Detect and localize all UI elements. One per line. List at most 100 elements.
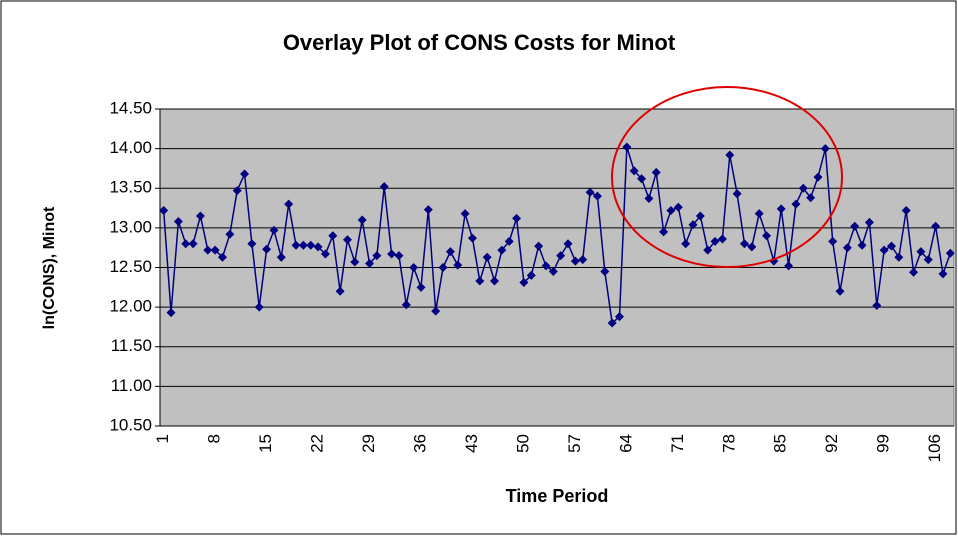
x-tick-label: 99 [874, 434, 893, 453]
point-marker [894, 252, 904, 262]
chart-title: Overlay Plot of CONS Costs for Minot [283, 30, 676, 55]
point-marker [232, 186, 242, 196]
x-tick-label: 1 [153, 434, 172, 443]
point-marker [262, 244, 272, 254]
y-tick-label: 11.50 [111, 336, 152, 355]
point-marker [592, 191, 602, 201]
point-marker [909, 267, 919, 277]
point-marker [534, 241, 544, 251]
point-marker [570, 256, 580, 266]
point-marker [945, 248, 955, 258]
point-marker [195, 211, 205, 221]
point-marker [306, 240, 316, 250]
point-marker [556, 251, 566, 261]
point-marker [754, 209, 764, 219]
point-marker [313, 242, 323, 252]
point-marker [820, 144, 830, 154]
x-tick-label: 29 [359, 434, 378, 453]
point-marker [681, 239, 691, 249]
point-marker [519, 278, 529, 288]
y-tick-label: 13.50 [109, 178, 152, 197]
point-marker [475, 276, 485, 286]
point-marker [725, 150, 735, 160]
point-marker [776, 204, 786, 214]
point-marker [717, 234, 727, 244]
x-tick-label: 92 [822, 434, 841, 453]
y-tick-label: 12.00 [109, 297, 152, 316]
point-marker [387, 249, 397, 259]
x-tick-label: 71 [668, 434, 687, 453]
point-marker [276, 252, 286, 262]
y-tick-label: 10.50 [109, 415, 152, 434]
point-marker [688, 220, 698, 230]
point-marker [284, 199, 294, 209]
point-marker [490, 276, 500, 286]
point-marker [409, 263, 419, 272]
point-marker [732, 189, 742, 199]
point-marker [210, 245, 220, 255]
point-marker [291, 240, 301, 250]
y-tick-label: 14.50 [109, 98, 152, 117]
point-marker [181, 239, 191, 249]
point-marker [416, 282, 426, 292]
point-marker [813, 172, 823, 182]
y-axis-title: ln(CONS), Minot [41, 206, 58, 329]
y-tick-label: 13.00 [109, 217, 152, 236]
x-tick-label: 106 [925, 434, 944, 462]
highlight-ellipse [611, 86, 843, 268]
point-marker [379, 182, 389, 192]
point-marker [703, 245, 713, 255]
x-tick-label: 64 [616, 434, 635, 453]
point-marker [254, 302, 264, 312]
point-marker [585, 187, 595, 197]
point-marker [916, 247, 926, 257]
point-marker [622, 142, 632, 152]
point-marker [607, 318, 617, 328]
point-marker [901, 205, 911, 215]
point-marker [335, 286, 345, 296]
point-marker [710, 236, 720, 246]
point-marker [887, 241, 897, 251]
y-tick-label: 11.00 [111, 376, 152, 395]
point-marker [614, 312, 624, 322]
point-marker [938, 269, 948, 279]
point-marker [563, 239, 573, 249]
point-marker [864, 217, 874, 227]
x-tick-label: 57 [565, 434, 584, 453]
point-marker [350, 257, 360, 267]
x-tick-label: 43 [462, 434, 481, 453]
point-marker [659, 227, 669, 237]
point-marker [269, 225, 279, 235]
point-marker [673, 202, 683, 212]
point-marker [320, 249, 330, 259]
point-marker [188, 239, 198, 249]
point-marker [541, 261, 551, 271]
point-marker [850, 221, 860, 231]
point-marker [482, 252, 492, 262]
point-marker [438, 263, 448, 272]
point-marker [453, 260, 463, 270]
x-tick-label: 15 [256, 434, 275, 453]
point-marker [879, 245, 889, 255]
point-marker [651, 167, 661, 177]
series-line [162, 146, 952, 325]
point-marker [872, 301, 882, 311]
point-marker [578, 255, 588, 265]
point-marker [203, 245, 213, 255]
point-marker [467, 233, 477, 243]
x-tick-label: 78 [719, 434, 738, 453]
point-marker [644, 194, 654, 204]
point-marker [372, 251, 382, 261]
point-marker [365, 259, 375, 269]
point-marker [159, 205, 169, 215]
point-marker [431, 306, 441, 316]
point-marker [784, 261, 794, 271]
marks: 10.50 11.00 11.50 12.00 12.50 13.00 13.50 14.00… [109, 98, 955, 462]
point-marker [923, 255, 933, 265]
point-marker [806, 193, 816, 203]
point-marker [173, 217, 183, 227]
point-marker [835, 286, 845, 296]
point-marker [445, 247, 455, 257]
point-marker [247, 239, 257, 249]
